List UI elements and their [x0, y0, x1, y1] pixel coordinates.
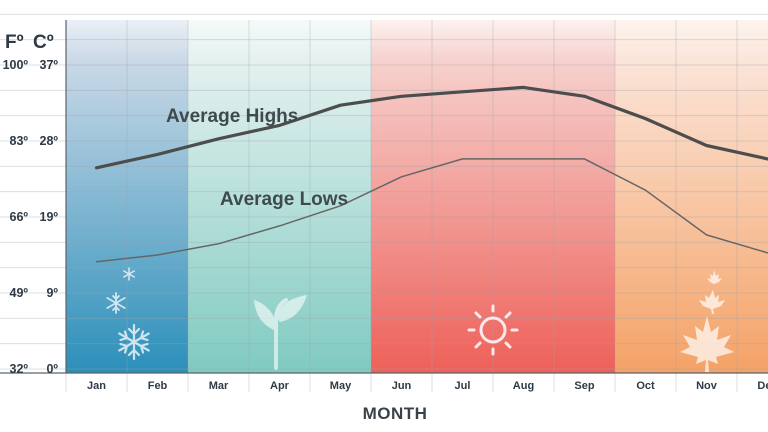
snowflake-icon — [106, 267, 150, 361]
series-line-average-lows — [95, 158, 768, 263]
labels: Fº Cº 32º 0º 49º 9º 66º 19º 83º 28º 100º 37º Jan Feb M… — [3, 32, 768, 423]
x-tick-label: May — [330, 380, 352, 392]
y-tick-label-f: 100º — [3, 58, 29, 72]
x-tick-label: Dec — [757, 380, 768, 392]
axes — [0, 20, 768, 374]
y-unit-celsius: Cº — [33, 32, 54, 53]
season-band-summer — [371, 20, 615, 373]
maple-leaf-icon — [680, 270, 734, 372]
y-tick-label-f: 83º — [10, 134, 29, 148]
y-tick-label-c: 19º — [40, 210, 59, 224]
y-unit-fahrenheit: Fº — [5, 32, 24, 53]
series-label-average-lows: Average Lows — [220, 189, 348, 210]
series-line-average-highs — [94, 85, 768, 170]
x-tick-label: Jan — [87, 380, 106, 392]
y-tick-label-f: 66º — [10, 210, 29, 224]
x-tick-label: Sep — [574, 380, 594, 392]
season-band-fall — [615, 20, 768, 373]
y-tick-label-f: 49º — [10, 286, 29, 300]
y-tick-label-c: 28º — [40, 134, 59, 148]
x-axis-title: MONTH — [363, 404, 428, 423]
series-label-average-highs: Average Highs — [166, 106, 298, 127]
x-tick-label: Oct — [636, 380, 655, 392]
series-lines — [94, 85, 768, 263]
x-tick-label: Apr — [270, 380, 290, 392]
x-tick-label: Feb — [148, 380, 168, 392]
sprout-icon — [254, 295, 307, 370]
x-tick-label: Jul — [455, 380, 471, 392]
y-tick-label-f: 32º — [10, 362, 29, 376]
x-tick-label: Aug — [513, 380, 534, 392]
x-tick-label: Nov — [696, 380, 718, 392]
season-band-winter — [66, 20, 188, 373]
x-tick-label: Mar — [209, 380, 229, 392]
grid — [0, 13, 768, 392]
y-tick-label-c: 37º — [40, 58, 59, 72]
sun-icon — [467, 304, 519, 356]
x-tick-label: Jun — [392, 380, 412, 392]
y-tick-label-c: 9º — [46, 286, 58, 300]
y-tick-label-c: 0º — [46, 362, 58, 376]
